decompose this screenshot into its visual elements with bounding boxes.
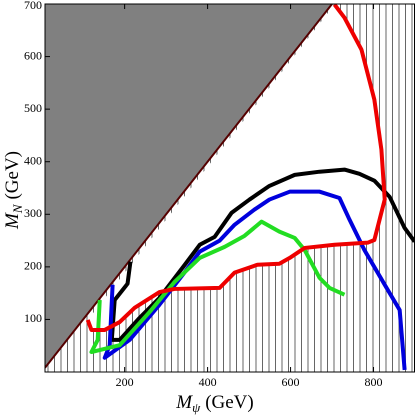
x-label-symbol: M	[175, 392, 193, 413]
contour-line	[89, 219, 346, 355]
y-tick-label: 700	[24, 0, 42, 12]
x-tick-label: 400	[199, 375, 217, 389]
x-tick-label: 800	[365, 375, 383, 389]
contour-line	[102, 189, 407, 371]
y-label-symbol: M	[2, 212, 23, 230]
y-axis-label: MN (GeV)	[2, 151, 25, 230]
y-tick-label: 300	[24, 206, 42, 220]
plot-area	[45, 4, 415, 372]
x-axis-label: Mψ (GeV)	[175, 392, 253, 415]
x-label-unit: (GeV)	[205, 392, 254, 413]
x-tick-label: 600	[282, 375, 300, 389]
diagonal	[45, 4, 333, 369]
y-label-unit: (GeV)	[2, 151, 23, 200]
y-tick-label: 400	[24, 153, 42, 167]
y-tick-label: 600	[24, 48, 42, 62]
contour-line	[109, 167, 415, 342]
y-tick-label: 500	[24, 101, 42, 115]
x-label-subscript: ψ	[192, 400, 201, 415]
y-tick-label: 100	[24, 311, 42, 325]
contour-line	[85, 4, 387, 332]
y-tick-label: 200	[24, 259, 42, 273]
x-tick-label: 200	[116, 375, 134, 389]
y-label-subscript: N	[10, 203, 25, 214]
